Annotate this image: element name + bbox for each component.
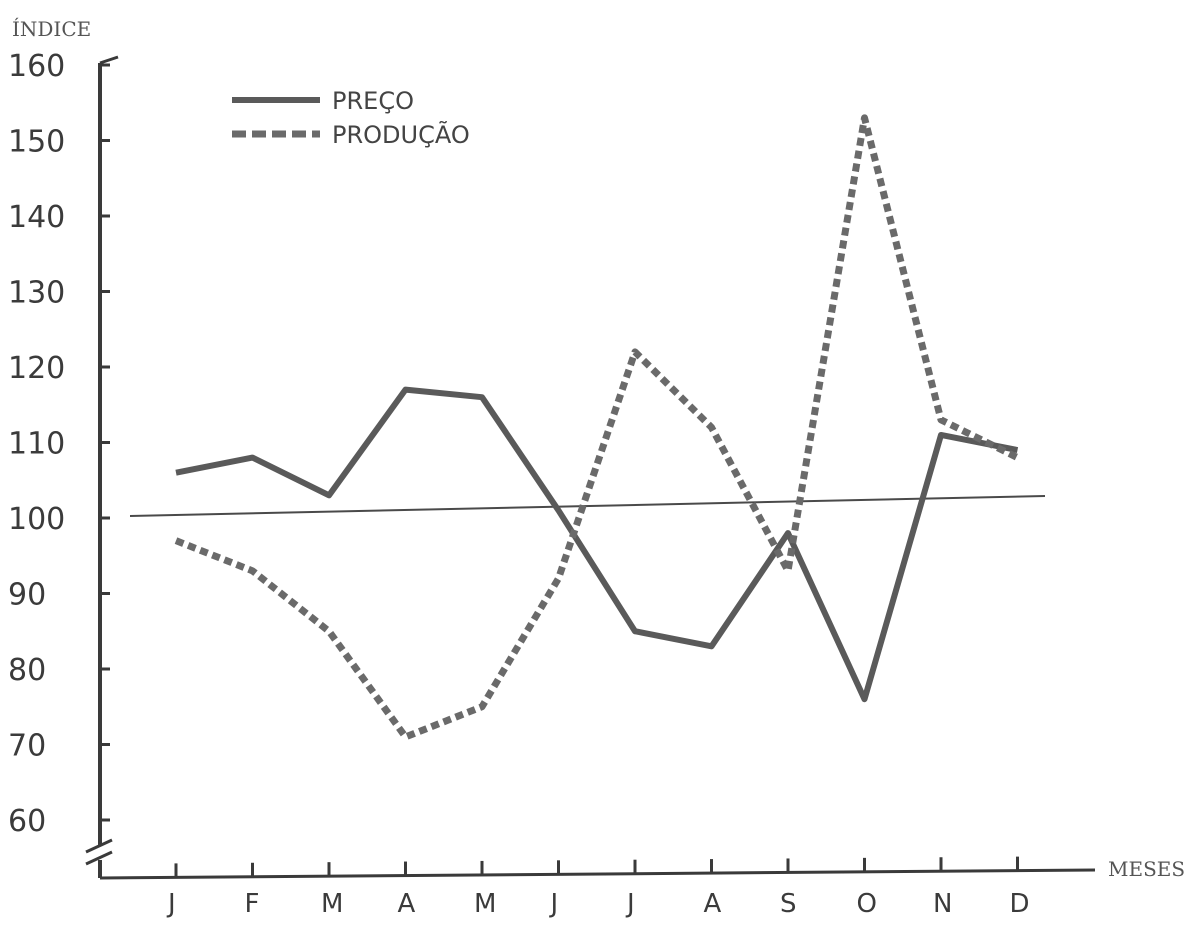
y-tick-label: 160: [8, 49, 65, 84]
legend-label: PRODUÇÃO: [332, 119, 470, 149]
x-tick-label: J: [549, 889, 559, 919]
y-axis-cap: [99, 55, 119, 65]
x-tick-label: D: [1010, 889, 1030, 919]
y-tick-label: 60: [8, 804, 46, 839]
y-tick-label: 150: [8, 125, 65, 160]
y-axis-break-mark: [85, 850, 113, 866]
y-tick-label: 130: [8, 276, 65, 311]
x-tick-label: N: [933, 889, 952, 919]
y-tick-label: 120: [8, 351, 65, 386]
x-tick-label: S: [780, 889, 797, 919]
y-tick-label: 90: [8, 578, 46, 613]
y-tick-label: 100: [8, 502, 65, 537]
x-axis-title: MESES: [1108, 857, 1185, 881]
x-tick-label: F: [245, 889, 260, 919]
x-axis-line: [99, 868, 1096, 880]
x-tick-label: A: [398, 889, 416, 919]
y-tick-label: 110: [8, 427, 65, 462]
y-tick-label: 80: [8, 653, 46, 688]
y-tick-label: 140: [8, 200, 65, 235]
x-tick-label: O: [857, 889, 877, 919]
x-tick-label: M: [474, 889, 496, 919]
y-axis-title: ÍNDICE: [12, 17, 91, 41]
reference-line-100: [129, 495, 1046, 517]
y-tick-label: 70: [8, 729, 46, 764]
series-line-preco: [175, 386, 1019, 703]
series-line-producao: [174, 114, 1020, 741]
x-tick-label: J: [166, 889, 176, 919]
legend-label: PREÇO: [332, 87, 414, 115]
x-tick-label: J: [625, 889, 635, 919]
x-tick-label: A: [704, 889, 722, 919]
x-tick-label: M: [321, 889, 343, 919]
y-axis-break-mark: [85, 838, 113, 854]
